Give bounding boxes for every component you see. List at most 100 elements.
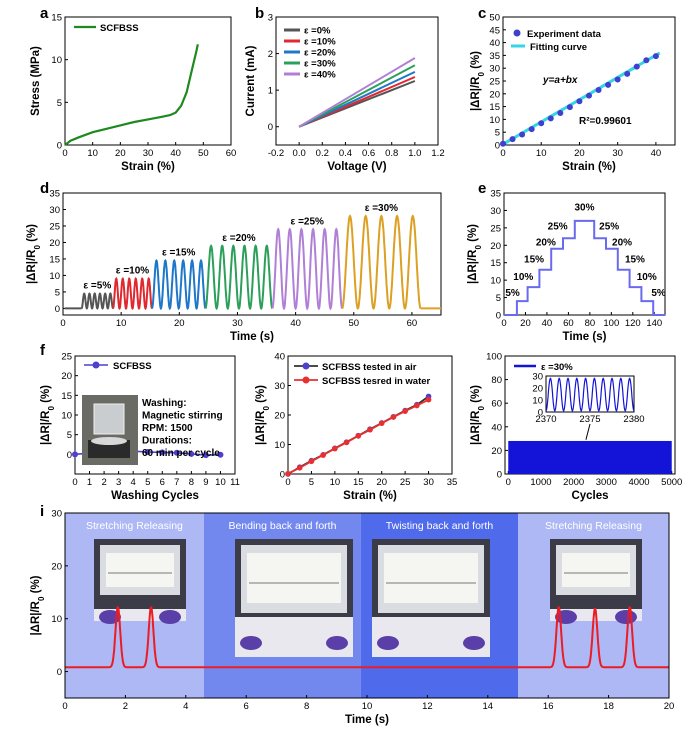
y-tick-label: 50 [489,13,500,24]
y-tick-label: 15 [51,13,62,24]
iv-line [298,57,416,128]
inset-y-tick-label: 10 [532,396,543,407]
panel-i: Stretching Releasing Bending back and for… [30,509,674,727]
data-point [390,414,397,420]
x-tick-label: 2 [101,477,106,488]
x-tick-label: 0 [285,477,290,488]
x-tick-label: 10 [215,477,226,488]
stirrer-base [88,440,130,458]
resistance-signal [65,606,669,669]
y-tick-label: 15 [61,391,72,402]
x-tick-label: 20 [115,148,126,159]
x-tick-label: 14 [483,701,494,712]
stirrer-photo [82,395,138,465]
data-point [367,426,373,433]
panel-letter-c: c [478,5,486,22]
washing-info: Durations: [142,436,192,447]
x-tick-label: 20 [376,477,387,488]
x-axis-label: Voltage (V) [327,161,386,173]
x-axis-label: Cycles [571,490,608,502]
x-tick-label: 4000 [628,477,649,488]
step-label: 15% [524,255,544,266]
x-tick-label: 10 [330,477,341,488]
legend-label: Fitting curve [530,42,587,53]
step-label: 25% [548,222,568,233]
washing-info: Magnetic stirring [142,411,223,422]
y-tick-label: 30 [274,381,285,392]
x-tick-label: 0 [72,477,77,488]
x-tick-label: 20 [664,701,675,712]
legend-marker [92,361,100,369]
x-tick-label: 0 [60,318,65,329]
data-point [652,53,659,60]
x-tick-label: 60 [407,318,418,329]
legend-marker [513,29,521,37]
washing-info: RPM: 1500 [142,423,193,434]
y-axis-label: |ΔR|/R0 (%) [470,51,486,111]
x-tick-label: 16 [543,701,554,712]
data-point [285,470,291,477]
x-tick-label: 3000 [596,477,617,488]
iv-line [298,64,416,128]
step-label: 20% [612,237,632,248]
segment-label: ε =25% [291,216,324,227]
y-tick-label: 10 [274,440,285,451]
y-axis-label: Stress (MPa) [30,46,42,116]
x-tick-label: 40 [651,148,662,159]
step-label: 5% [651,288,666,299]
inset-x-tick-label: 2380 [623,414,644,425]
data-point [566,104,573,111]
x-tick-label: 0 [62,701,67,712]
y-tick-label: 5 [57,98,62,109]
inset-cycle-line [545,377,635,412]
x-axis-label: Washing Cycles [111,490,199,502]
glove-right [326,636,348,650]
legend-marker [302,376,310,384]
y-tick-label: 45 [489,25,500,36]
y-tick-label: 5 [495,128,500,139]
glove-right [159,610,181,624]
data-point [633,63,640,70]
data-point [528,126,535,133]
band-label: Bending back and forth [228,520,336,532]
data-point [624,70,631,77]
x-tick-label: 1000 [530,477,551,488]
step-label: 5% [505,288,520,299]
data-point [343,439,350,446]
band-label: Twisting back and forth [386,520,494,532]
data-point [320,452,326,458]
data-point [355,433,362,439]
y-axis-label: |ΔR|/R0 (%) [30,575,46,635]
y-tick-label: 20 [489,89,500,100]
panel-f3: 0 1000 2000 3000 4000 5000020406080100Cycles|… [470,352,682,503]
inset-x-tick-label: 2375 [579,414,600,425]
y-axis-label: |ΔR|/R0 (%) [255,385,271,445]
strain-cycle-segment [151,258,207,311]
x-tick-label: 10 [536,148,547,159]
x-tick-label: 0.2 [316,148,329,159]
x-tick-label: 0 [62,148,67,159]
washing-info: 60 min per cycle [142,448,220,459]
inset-y-tick-label: 0 [538,408,543,419]
y-tick-label: 10 [49,271,60,282]
y-tick-label: 40 [489,38,500,49]
glove-left [240,636,262,650]
legend-marker [302,362,310,370]
x-tick-label: 10 [87,148,98,159]
strain-cycle-segment [341,214,422,310]
data-point [378,420,385,427]
legend-label: SCFBSS tesred in water [322,376,431,387]
x-tick-label: 5 [309,477,314,488]
data-point [557,110,564,116]
x-tick-label: 60 [226,148,237,159]
inset-y-tick-label: 30 [532,372,543,383]
strain-cycle-segment [271,227,343,311]
y-tick-label: 30 [51,509,62,520]
x-tick-label: 30 [423,477,434,488]
x-tick-label: 0.0 [293,148,306,159]
x-axis-label: Time (s) [563,331,607,343]
data-point [144,448,151,455]
data-point [509,136,516,143]
y-tick-label: 20 [491,446,502,457]
